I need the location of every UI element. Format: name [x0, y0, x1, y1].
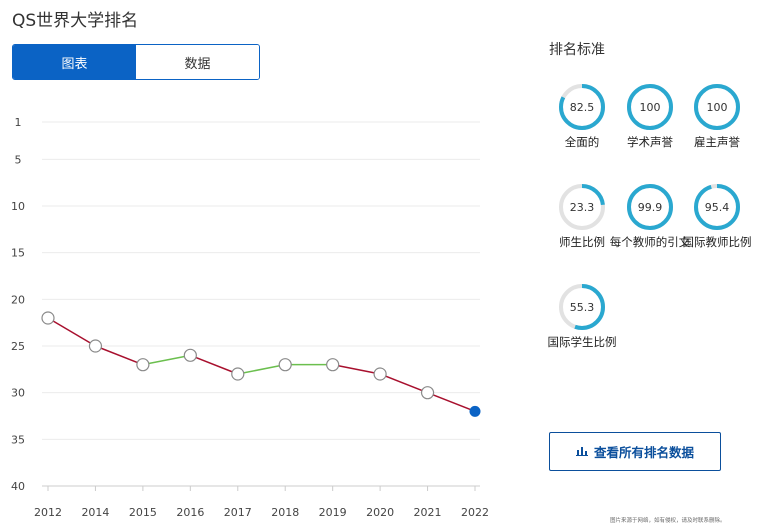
gauge-label: 全面的	[564, 135, 600, 149]
gauge-value: 55.3	[570, 301, 595, 314]
series-segment	[427, 391, 476, 413]
criteria-gauge: 99.9 每个教师的引文	[605, 182, 695, 249]
y-tick-label: 35	[11, 433, 25, 446]
gauge-value: 99.9	[638, 201, 663, 214]
x-tick-label: 2022	[461, 506, 489, 519]
gauge-label: 学术声誉	[627, 135, 673, 149]
criteria-title: 排名标准	[549, 42, 605, 58]
x-tick-label: 2014	[81, 506, 109, 519]
series-segment	[47, 317, 96, 347]
gauge-fill	[627, 184, 673, 230]
y-tick-label: 25	[11, 340, 25, 353]
gauge-label: 每个教师的引文	[609, 235, 691, 249]
data-point	[183, 348, 197, 362]
y-tick-label: 1	[15, 116, 22, 129]
x-tick-label: 2016	[176, 506, 204, 519]
criteria-gauge: 55.3 国际学生比例	[537, 282, 627, 349]
series-segment	[95, 345, 144, 366]
gauge-ring: 99.9	[627, 184, 673, 230]
criteria-gauge: 100 雇主声誉	[672, 82, 762, 149]
criteria-gauge: 82.5 全面的	[537, 82, 627, 149]
x-tick-label: 2021	[414, 506, 442, 519]
data-point	[278, 358, 292, 372]
gauge-ring: 55.3	[559, 284, 605, 330]
data-point	[373, 367, 387, 381]
gauge-value: 82.5	[570, 101, 595, 114]
criteria-gauge: 95.4 国际教师比例	[672, 182, 762, 249]
gauge-fill	[694, 184, 740, 230]
y-tick-label: 10	[11, 200, 25, 213]
page-title: QS世界大学排名	[12, 11, 139, 31]
series-segment	[190, 354, 239, 375]
data-point	[41, 311, 55, 325]
gauge-ring: 100	[627, 84, 673, 130]
y-tick-label: 30	[11, 387, 25, 400]
gauge-value: 100	[707, 101, 728, 114]
tab-chart[interactable]: 图表	[13, 45, 136, 79]
view-tabs: 图表 数据	[12, 44, 260, 80]
bar-chart-icon	[575, 444, 588, 459]
gauge-value: 95.4	[705, 201, 730, 214]
y-tick-label: 20	[11, 293, 25, 306]
gauge-ring: 23.3	[559, 184, 605, 230]
gauge-label: 师生比例	[559, 235, 605, 249]
gauge-label: 国际教师比例	[682, 235, 752, 249]
data-point	[420, 386, 435, 400]
x-tick-label: 2020	[366, 506, 394, 519]
criteria-gauge: 23.3 师生比例	[537, 182, 627, 249]
gauge-fill	[559, 84, 605, 130]
criteria-gauge: 100 学术声誉	[605, 82, 695, 149]
gauge-label: 国际学生比例	[547, 335, 617, 349]
gauge-value: 100	[640, 101, 661, 114]
gauge-fill	[694, 84, 740, 130]
y-tick-label: 40	[11, 480, 25, 493]
tab-data[interactable]: 数据	[136, 45, 259, 79]
gauge-ring: 82.5	[559, 84, 605, 130]
gauge-fill	[627, 84, 673, 130]
image-source-note: 图片来源于网络，如有侵权，请及时联系删除。	[610, 518, 726, 524]
series-segment	[379, 373, 428, 394]
gauge-label: 雇主声誉	[694, 135, 740, 149]
gauge-fill	[559, 284, 605, 330]
gauge-ring: 100	[694, 84, 740, 130]
y-tick-label: 15	[11, 247, 25, 260]
gauge-value: 23.3	[570, 201, 595, 214]
data-point-current	[469, 405, 481, 417]
x-tick-label: 2015	[129, 506, 157, 519]
series-segment	[332, 363, 381, 375]
data-point	[326, 358, 340, 372]
x-tick-label: 2019	[319, 506, 347, 519]
x-tick-label: 2017	[224, 506, 252, 519]
x-tick-label: 2018	[271, 506, 299, 519]
data-point	[88, 339, 103, 353]
series-segment	[237, 363, 286, 375]
y-tick-label: 5	[15, 153, 22, 166]
view-all-rankings-label: 查看所有排名数据	[593, 445, 694, 460]
x-tick-label: 2012	[34, 506, 62, 519]
gauge-ring: 95.4	[694, 184, 740, 230]
gauge-fill	[559, 184, 605, 230]
data-point	[231, 367, 245, 381]
data-point	[136, 358, 150, 372]
view-all-rankings-button[interactable]: 查看所有排名数据	[549, 432, 721, 471]
series-segment	[142, 354, 191, 366]
